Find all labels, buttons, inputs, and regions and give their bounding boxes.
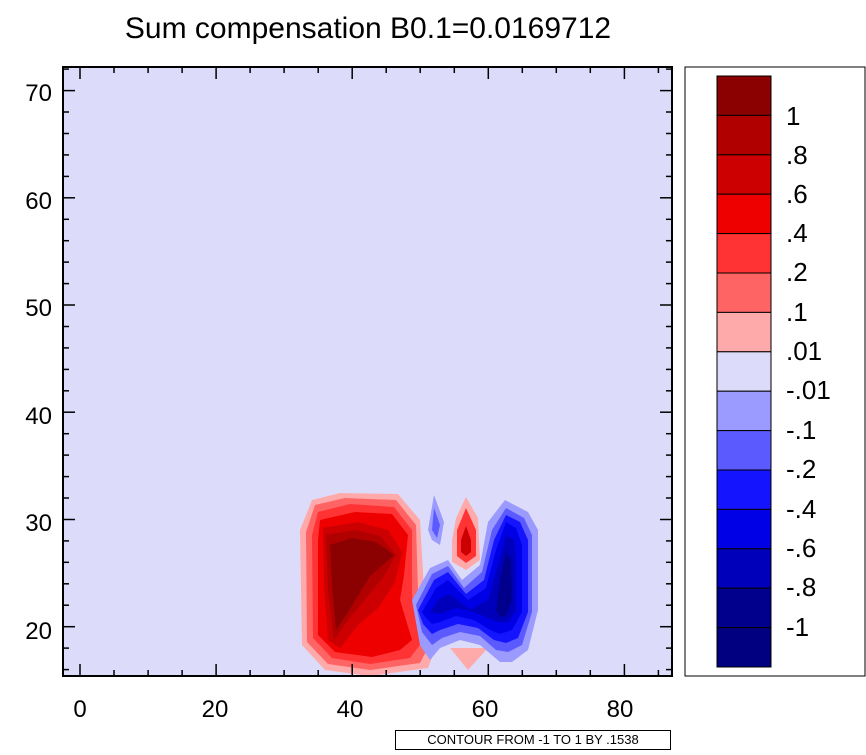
colorbar-frame <box>684 66 866 677</box>
colorbar-swatch <box>716 508 772 550</box>
colorbar-swatch <box>716 272 772 313</box>
y-tick-label: 60 <box>25 188 52 215</box>
colorbar-label: -.1 <box>786 415 816 445</box>
colorbar-label: .2 <box>786 257 808 287</box>
contour-level-n8 <box>496 552 512 617</box>
colorbar-swatch <box>716 548 772 589</box>
x-tick-label: 40 <box>337 696 364 723</box>
y-tick-label: 30 <box>25 510 52 537</box>
contour-level-p10 <box>330 538 394 630</box>
colorbar-swatch <box>716 390 772 432</box>
colorbar-swatch <box>716 75 772 116</box>
contour-level-spot-p6 <box>461 526 471 556</box>
colorbar-label: -.01 <box>786 375 831 405</box>
colorbar-label: -.2 <box>786 454 816 484</box>
colorbar-label: .8 <box>786 140 808 170</box>
y-tick-label: 50 <box>25 295 52 322</box>
x-tick-label: 80 <box>607 696 634 723</box>
colorbar-labels: 1 .8 .6 .4 .2 .1 .01 -.01 -.1 -.2 -.4 -.… <box>786 101 831 642</box>
colorbar-label: -.6 <box>786 533 816 563</box>
colorbar-label: .6 <box>786 179 808 209</box>
colorbar-swatch <box>716 154 772 195</box>
plot-frame <box>62 66 673 677</box>
colorbar-swatch <box>716 627 772 668</box>
colorbar-swatch <box>716 430 772 471</box>
x-tick-labels: 0 20 40 60 80 <box>73 696 633 723</box>
colorbar-swatch <box>716 311 772 353</box>
x-tick-label: 60 <box>472 696 499 723</box>
colorbar-swatch <box>716 233 772 274</box>
colorbar-swatch <box>716 114 772 156</box>
colorbar-label: -1 <box>786 612 809 642</box>
colorbar-label: -.8 <box>786 572 816 602</box>
colorbar-swatch <box>716 193 772 235</box>
colorbar-label: -.4 <box>786 494 816 524</box>
chart-title: Sum compensation B0.1=0.0169712 <box>125 12 611 45</box>
colorbar-label: 1 <box>786 101 800 131</box>
y-tick-label: 40 <box>25 403 52 430</box>
x-tick-label: 20 <box>202 696 229 723</box>
plot-area <box>62 66 673 677</box>
y-tick-label: 20 <box>25 618 52 645</box>
colorbar-swatch <box>716 469 772 510</box>
colorbar-swatch <box>716 351 772 392</box>
contour-level-n6 <box>430 535 516 622</box>
contour-fills <box>300 493 538 676</box>
colorbar-label: .1 <box>786 297 808 327</box>
colorbar-swatches <box>716 75 772 668</box>
colorbar-swatch <box>716 587 772 629</box>
colorbar-label: .4 <box>786 218 808 248</box>
colorbar-label: .01 <box>786 336 822 366</box>
contour-info-label: CONTOUR FROM -1 TO 1 BY .1538 <box>395 730 671 750</box>
x-tick-label: 0 <box>73 696 86 723</box>
y-tick-labels: 20 30 40 50 60 70 <box>25 80 52 645</box>
y-tick-label: 70 <box>25 80 52 107</box>
colorbar: 1 .8 .6 .4 .2 .1 .01 -.01 -.1 -.2 -.4 -.… <box>684 66 866 677</box>
